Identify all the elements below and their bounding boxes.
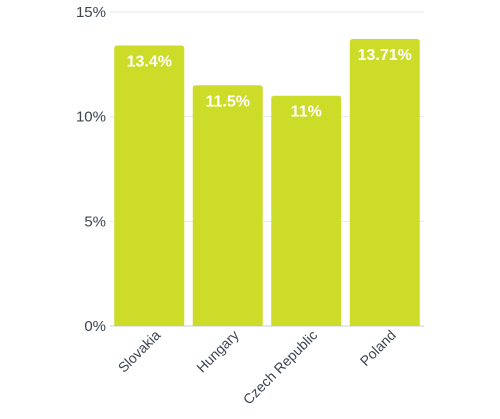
bar bbox=[192, 85, 263, 327]
x-tick-label: Czech Republic bbox=[240, 327, 321, 408]
data-labels: 13.4% 11.5% 11% 13.71% bbox=[127, 47, 412, 121]
x-tick-label: Slovakia bbox=[115, 327, 164, 376]
data-label: 13.4% bbox=[127, 53, 172, 70]
bar bbox=[271, 95, 342, 326]
data-label: 11.5% bbox=[206, 93, 250, 110]
y-tick-label: 5% bbox=[84, 213, 106, 230]
y-axis: 0% 5% 10% 15% bbox=[76, 4, 106, 335]
x-tick-label: Poland bbox=[357, 327, 399, 369]
x-tick-label: Hungary bbox=[193, 327, 242, 376]
data-label: 13.71% bbox=[358, 47, 412, 64]
bar bbox=[114, 45, 185, 326]
bars bbox=[114, 39, 420, 327]
bar bbox=[349, 39, 420, 327]
y-tick-label: 10% bbox=[76, 109, 106, 126]
y-tick-label: 0% bbox=[84, 318, 106, 335]
y-tick-label: 15% bbox=[76, 4, 106, 21]
data-label: 11% bbox=[291, 104, 322, 121]
